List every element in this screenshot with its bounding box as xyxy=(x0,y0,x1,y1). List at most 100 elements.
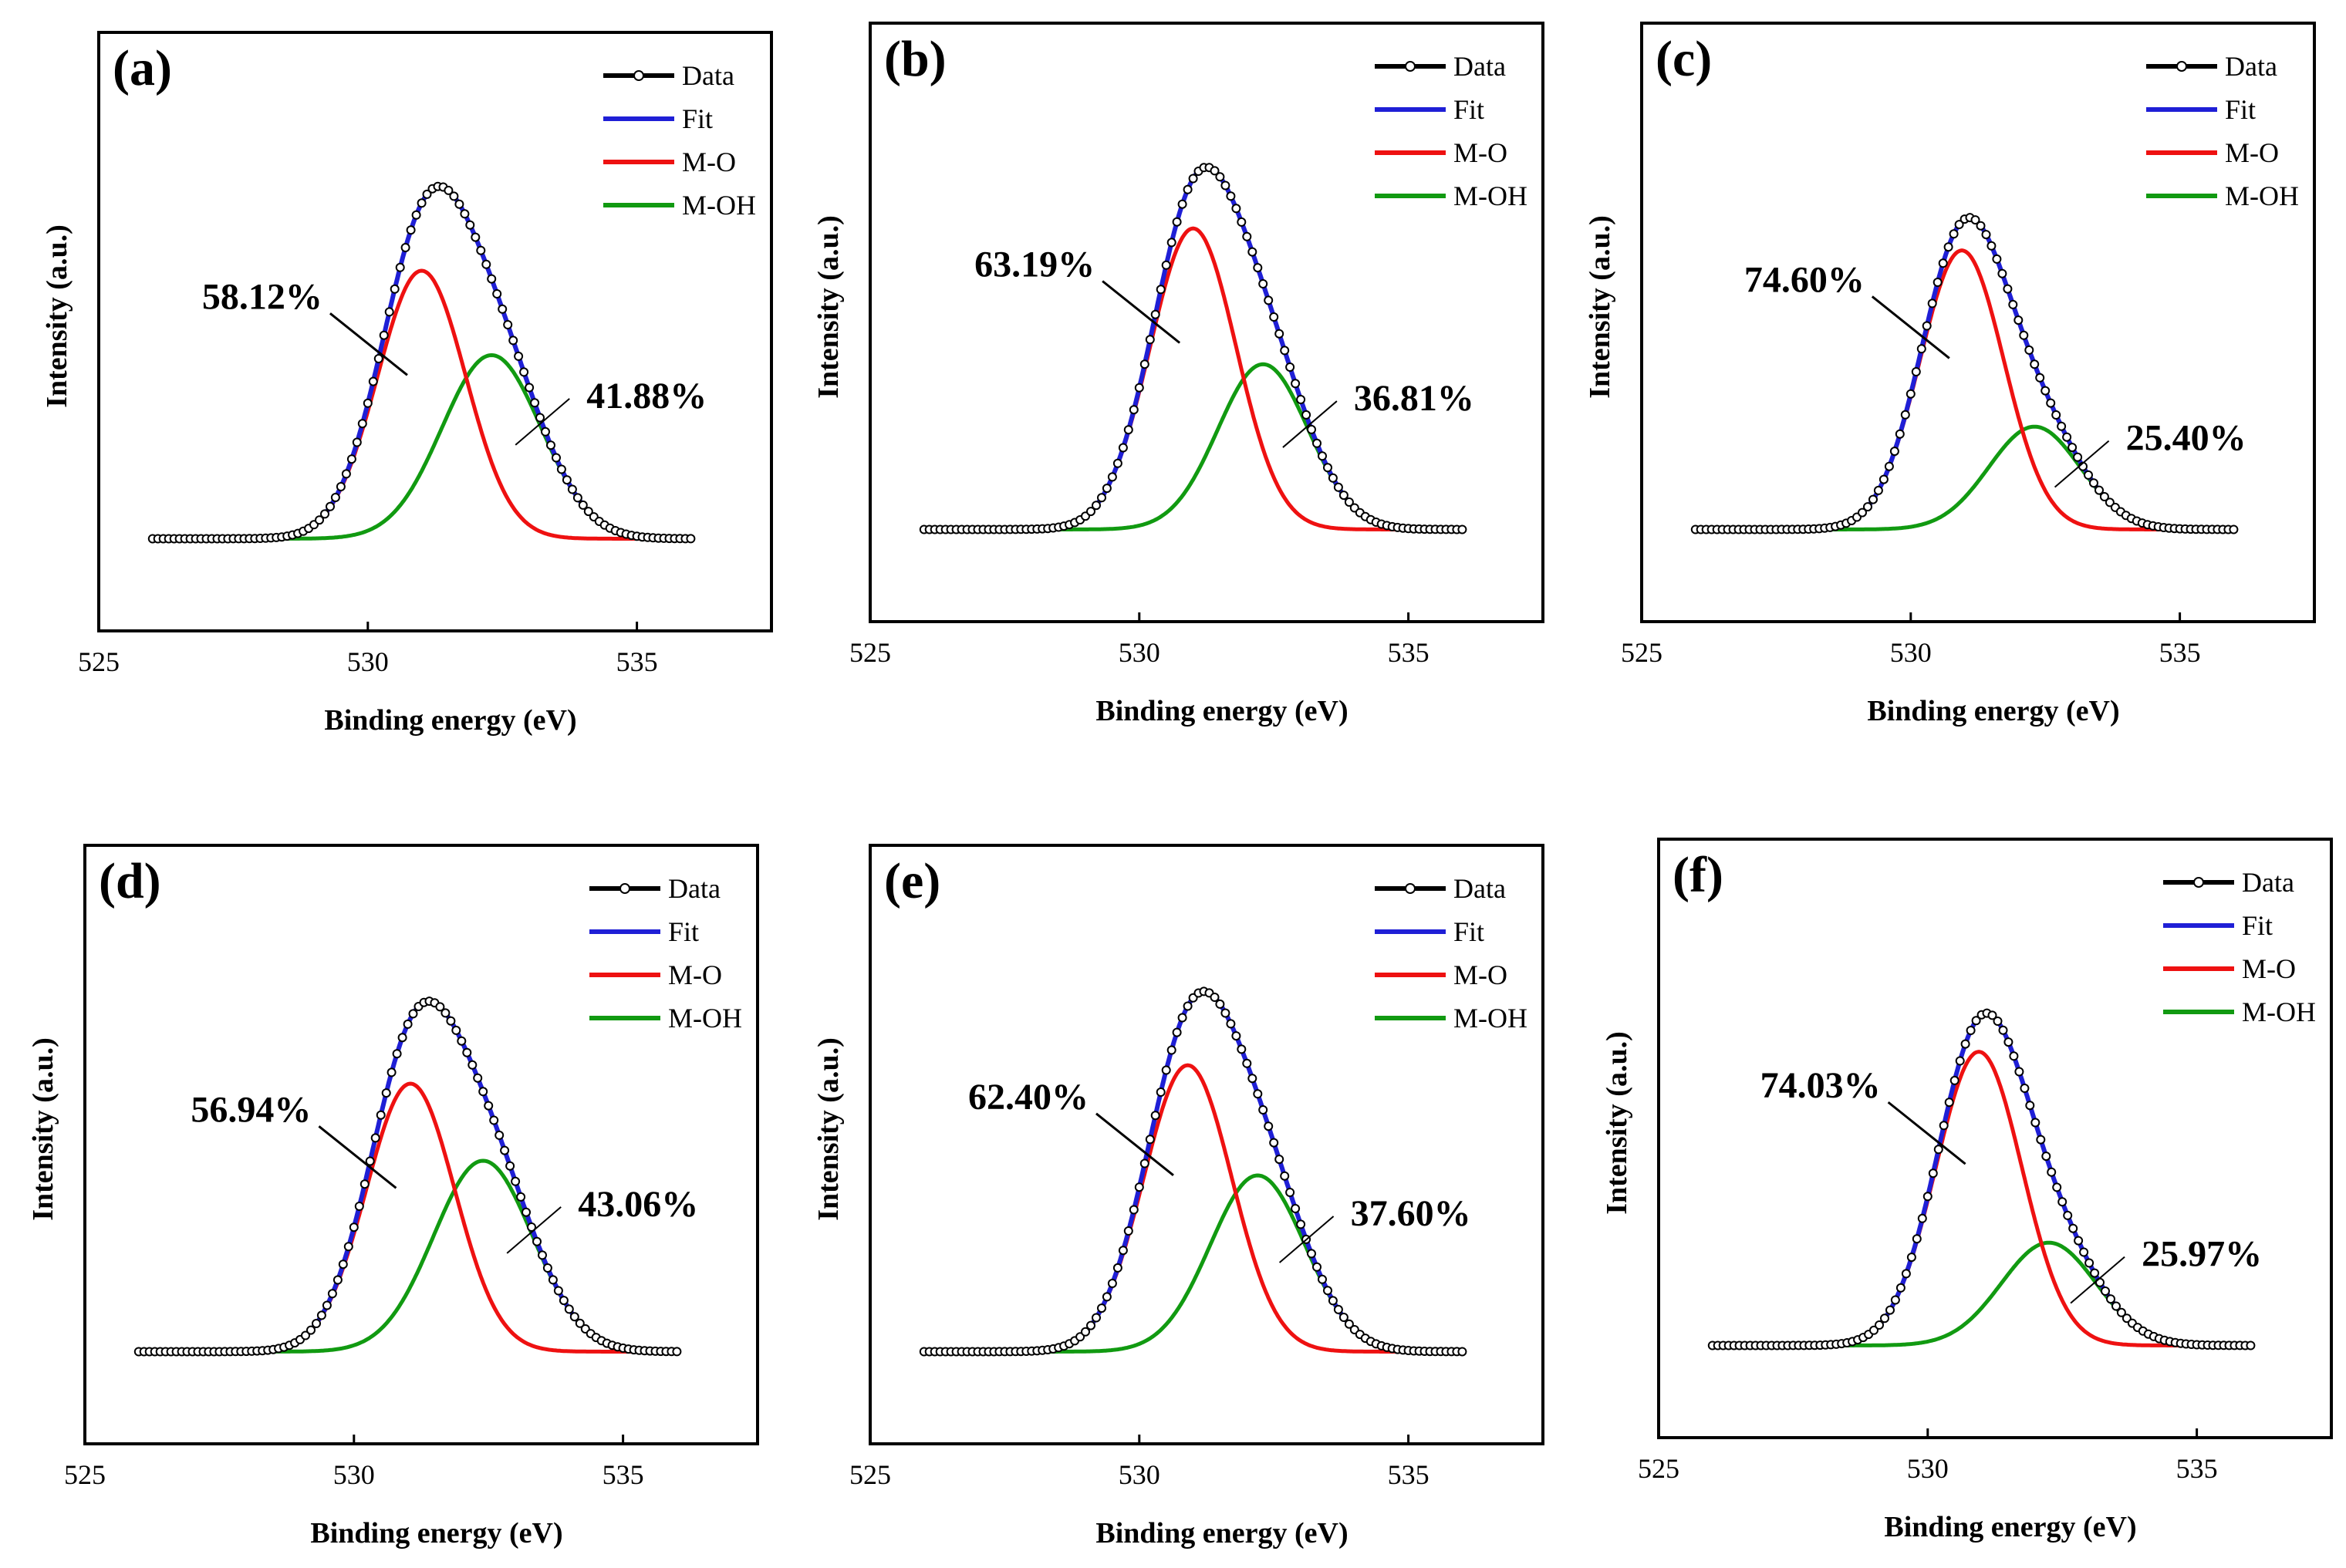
data-point xyxy=(338,1259,348,1270)
data-point xyxy=(473,1073,483,1083)
data-point xyxy=(1291,1204,1301,1213)
x-axis-label: Binding energy (eV) xyxy=(310,1517,562,1549)
data-point xyxy=(354,1202,364,1211)
annotation-leader-m-oh xyxy=(2070,1256,2125,1304)
data-point xyxy=(519,367,529,377)
data-point xyxy=(1285,1188,1295,1197)
series-fit xyxy=(152,184,691,541)
data-point xyxy=(1895,1283,1905,1293)
data-point xyxy=(1301,410,1311,420)
data-point xyxy=(2030,359,2040,369)
data-point xyxy=(352,437,362,447)
data-point xyxy=(1166,1045,1176,1055)
x-tick-label: 530 xyxy=(333,1459,375,1490)
panel-label: (c) xyxy=(1656,31,1712,87)
data-point xyxy=(1906,1253,1916,1263)
data-point xyxy=(1939,1121,1949,1131)
data-point xyxy=(1112,1263,1122,1273)
data-point xyxy=(316,1310,326,1320)
data-point xyxy=(1220,1008,1230,1018)
data-point xyxy=(572,493,582,503)
data-point xyxy=(2041,1152,2051,1162)
legend-label: M-O xyxy=(2225,137,2279,168)
data-point xyxy=(2041,386,2051,396)
data-point xyxy=(343,1242,353,1252)
plot-frame xyxy=(869,22,1544,623)
data-point xyxy=(406,225,416,235)
data-point xyxy=(564,1304,574,1314)
legend-label: Data xyxy=(2225,51,2277,82)
data-point xyxy=(527,1222,536,1232)
panel-a: 525 530 535 Binding energy (eV) Intensity (a… xyxy=(41,31,773,737)
data-point xyxy=(2063,1210,2073,1220)
data-point xyxy=(2024,345,2034,355)
series-fit xyxy=(923,989,1463,1354)
data-point xyxy=(1323,1286,1332,1296)
data-point xyxy=(1092,1313,1101,1323)
data-point xyxy=(2052,1182,2062,1192)
data-point xyxy=(2014,315,2024,325)
annotation-leader-m-o xyxy=(1871,295,1950,359)
data-point xyxy=(2003,284,2013,294)
annotation-leader-m-o xyxy=(318,1125,397,1189)
data-point xyxy=(1139,359,1149,369)
data-point xyxy=(1880,1313,1889,1324)
data-point xyxy=(1247,1074,1257,1084)
x-tick-label: 525 xyxy=(849,1459,891,1490)
data-point xyxy=(516,1192,526,1202)
panel-label: (e) xyxy=(884,853,940,909)
data-point xyxy=(1188,174,1198,184)
data-point xyxy=(1172,1027,1182,1037)
data-point xyxy=(2062,432,2072,442)
data-point xyxy=(1253,1089,1263,1099)
plot-frame xyxy=(869,844,1544,1445)
data-point xyxy=(2084,470,2093,480)
data-point xyxy=(1998,1025,2008,1035)
data-point xyxy=(1274,1155,1284,1165)
x-tick-label: 525 xyxy=(64,1459,106,1490)
data-point xyxy=(411,210,421,220)
data-point xyxy=(1231,204,1241,214)
data-point xyxy=(1253,263,1263,273)
data-point xyxy=(1156,285,1166,295)
data-point xyxy=(1328,1296,1338,1306)
data-point xyxy=(583,507,593,517)
data-point xyxy=(1970,215,1980,225)
data-point xyxy=(2105,497,2115,507)
panel-label: (d) xyxy=(99,853,161,909)
data-point xyxy=(1922,1192,1932,1202)
data-point xyxy=(2106,1294,2115,1304)
data-point xyxy=(326,501,335,511)
data-point xyxy=(320,509,329,519)
legend-label: M-O xyxy=(682,147,736,177)
data-point xyxy=(546,440,555,450)
legend-label: M-OH xyxy=(2242,996,2316,1027)
data-point xyxy=(548,1275,558,1285)
data-point xyxy=(365,1156,375,1166)
data-point xyxy=(1868,494,1878,504)
data-point xyxy=(460,209,470,219)
x-tick-label: 535 xyxy=(603,1459,644,1490)
data-point xyxy=(457,1036,467,1046)
data-point xyxy=(541,427,550,437)
annotation-leader-m-o xyxy=(329,312,408,376)
x-tick-label: 530 xyxy=(1119,1459,1160,1490)
data-point xyxy=(578,500,588,510)
y-axis-label: Intensity (a.u.) xyxy=(27,1037,59,1221)
data-point xyxy=(1086,507,1095,517)
data-point xyxy=(1927,298,1937,309)
annotation-m-o-percent: 63.19% xyxy=(974,244,1095,285)
data-point xyxy=(1264,1121,1274,1131)
data-point xyxy=(1107,472,1117,482)
x-tick-label: 530 xyxy=(347,646,389,677)
data-point xyxy=(1895,429,1905,439)
data-point xyxy=(1318,451,1327,461)
x-tick-label: 525 xyxy=(1621,637,1662,668)
data-point xyxy=(390,284,400,294)
data-point xyxy=(376,1110,386,1120)
data-point xyxy=(1987,1010,1997,1020)
data-point xyxy=(1323,463,1332,473)
data-point xyxy=(397,1033,407,1043)
y-axis-label: Intensity (a.u.) xyxy=(1584,215,1616,399)
